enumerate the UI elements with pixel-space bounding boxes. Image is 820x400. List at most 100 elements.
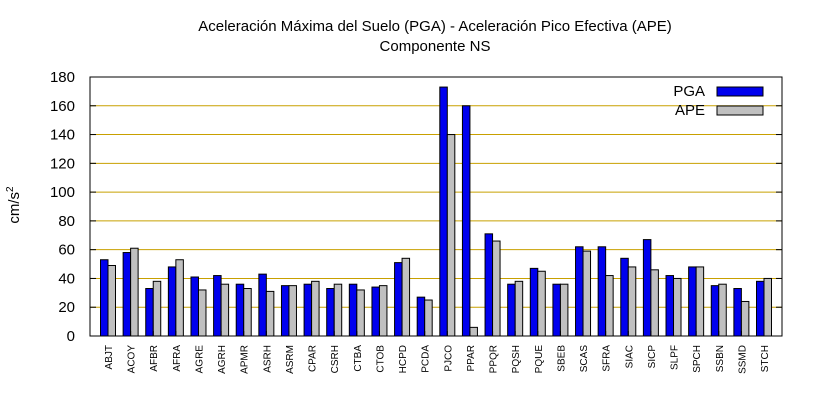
y-axis-label: cm/s2: [5, 186, 23, 224]
bar-ape: [265, 290, 275, 337]
bar-pga: [122, 252, 132, 337]
bar-ape: [130, 247, 139, 337]
x-tick-label: SFRA: [602, 345, 613, 372]
x-tick-label: SLPF: [670, 345, 681, 370]
bar-ape: [401, 257, 411, 337]
bar-ape: [243, 288, 252, 337]
legend: PGA APE: [673, 83, 764, 119]
x-tick-label: APMR: [240, 345, 251, 374]
x-tick-label: PCDA: [421, 345, 432, 373]
bar-pga: [710, 285, 720, 337]
x-tick-label: STCH: [760, 345, 771, 372]
bar-ape: [650, 269, 659, 337]
plot-frame: [89, 76, 783, 337]
bar-pga: [756, 280, 765, 337]
x-tick-label: AGRE: [194, 345, 205, 374]
bar-pga: [552, 283, 561, 337]
bar-ape: [740, 300, 750, 337]
x-tick-label: CTBA: [353, 345, 364, 372]
bar-pga: [213, 275, 222, 337]
bar-ape: [673, 277, 682, 337]
x-tick-label: ABJT: [104, 345, 115, 369]
x-tick-label: SCAS: [579, 345, 590, 373]
bar-pga: [733, 288, 742, 337]
bar-ape: [469, 326, 478, 337]
bar-ape: [152, 280, 162, 337]
axes: [89, 76, 783, 337]
bar-pga: [665, 275, 675, 337]
bar-ape: [695, 266, 705, 337]
bars: [100, 86, 772, 337]
bar-ape: [333, 283, 343, 337]
bar-pga: [303, 283, 313, 337]
bar-pga: [439, 86, 448, 337]
bar-ape: [627, 266, 637, 337]
y-tick-label: 80: [58, 213, 75, 230]
x-tick-labels: ABJT ACOY AFBR AFRA AGRE AGRH APMR ASRH ASRM CPAR…: [104, 345, 771, 374]
x-tick-label: PQUE: [534, 345, 545, 374]
x-tick-label: PPAR: [466, 345, 477, 372]
bar-pga: [529, 267, 539, 337]
x-tick-label: AGRH: [217, 345, 228, 374]
x-tick-label: PJCO: [443, 345, 454, 372]
bar-ape: [424, 299, 433, 337]
bar-ape: [107, 264, 116, 337]
bar-pga: [461, 105, 471, 337]
y-tick-label: 160: [50, 98, 75, 115]
bar-pga: [100, 259, 109, 337]
bar-pga: [326, 288, 335, 337]
x-tick-label: HCPD: [398, 345, 409, 373]
bar-pga: [371, 286, 380, 337]
x-tick-label: ASRM: [285, 345, 296, 374]
bar-pga: [167, 266, 177, 337]
x-tick-label: AFRA: [172, 345, 183, 372]
bar-pga: [394, 262, 403, 337]
x-tick-label: CPAR: [308, 345, 319, 372]
bar-ape: [378, 285, 388, 337]
grid-lines: [90, 105, 782, 308]
legend-label-pga: PGA: [673, 83, 705, 100]
x-tick-label: PQSH: [511, 345, 522, 373]
x-tick-label: SPCH: [692, 345, 703, 373]
x-tick-label: CSRH: [330, 345, 341, 373]
bar-pga: [348, 283, 358, 337]
bar-ape: [288, 285, 297, 337]
bar-pga: [642, 239, 652, 337]
bar-ape: [446, 134, 456, 337]
bar-ape: [763, 277, 772, 337]
y-tick-label: 140: [50, 127, 75, 144]
x-tick-label: AFBR: [149, 345, 160, 372]
bar-ape: [559, 283, 569, 337]
x-tick-label: SSBN: [715, 345, 726, 372]
bar-ape: [492, 240, 501, 337]
bar-pga: [597, 246, 607, 337]
bar-ape: [582, 250, 592, 337]
bar-ape: [356, 289, 365, 337]
y-tick-label: 40: [58, 270, 75, 287]
bar-pga: [484, 233, 494, 337]
y-tick-labels: 0 20 40 60 80 100 120 140 160 180: [50, 69, 75, 345]
x-tick-label: ACOY: [127, 345, 138, 374]
bar-ape: [605, 275, 614, 337]
y-axis-label-exponent: 2: [5, 186, 16, 192]
bar-ape: [537, 270, 546, 337]
bar-pga: [280, 285, 290, 337]
x-tick-label: SSMD: [737, 345, 748, 374]
bar-pga: [258, 273, 267, 337]
y-tick-label: 120: [50, 155, 75, 172]
y-tick-label: 20: [58, 299, 75, 316]
bar-ape: [220, 283, 230, 337]
legend-label-ape: APE: [675, 102, 705, 119]
y-tick-label: 180: [50, 69, 75, 86]
x-tick-label: SBEB: [556, 345, 567, 372]
bar-ape: [718, 283, 727, 337]
bar-pga: [235, 283, 245, 337]
bar-pga: [620, 257, 629, 337]
bar-ape: [197, 289, 207, 337]
y-tick-label: 0: [67, 328, 75, 345]
chart-title: Aceleración Máxima del Suelo (PGA) - Ace…: [198, 18, 672, 35]
legend-swatch-ape: [716, 105, 764, 116]
bar-pga: [190, 276, 199, 337]
y-tick-label: 100: [50, 184, 75, 201]
